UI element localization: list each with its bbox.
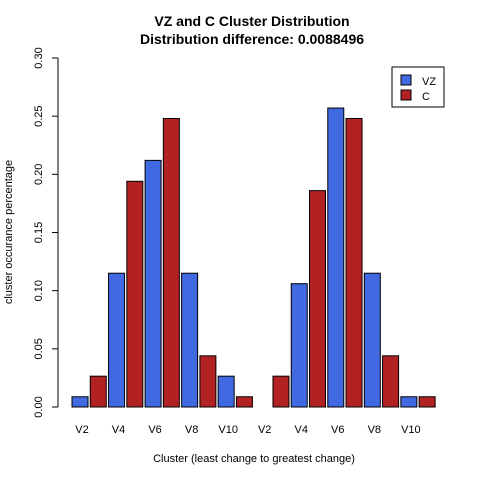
y-tick-label: 0.25 bbox=[33, 105, 45, 126]
legend-swatch-c bbox=[400, 89, 412, 101]
y-tick-label: 0.05 bbox=[33, 338, 45, 359]
y-axis: 0.00 0.05 0.10 0.15 0.20 0.25 0.30 bbox=[33, 47, 59, 418]
bar-vz bbox=[327, 107, 345, 408]
x-tick-label: V6 bbox=[331, 424, 344, 436]
x-tick-label: V10 bbox=[218, 424, 238, 436]
chart-title: VZ and C Cluster Distribution bbox=[154, 13, 349, 29]
x-tick-label: V6 bbox=[148, 424, 161, 436]
chart-subtitle: Distribution difference: 0.0088496 bbox=[140, 31, 364, 47]
y-tick-label: 0.15 bbox=[33, 222, 45, 243]
bar-c bbox=[235, 396, 253, 408]
bar-c bbox=[309, 190, 327, 408]
legend-label-vz: VZ bbox=[422, 76, 436, 88]
bar-vz bbox=[71, 396, 89, 408]
x-tick-label: V8 bbox=[368, 424, 381, 436]
y-tick-label: 0.20 bbox=[33, 164, 45, 185]
x-tick-label: V4 bbox=[112, 424, 125, 436]
bar-c bbox=[272, 375, 290, 408]
x-tick-label: V2 bbox=[258, 424, 271, 436]
x-tick-label: V8 bbox=[185, 424, 198, 436]
bar-vz bbox=[108, 272, 126, 408]
x-axis-label: Cluster (least change to greatest change… bbox=[153, 453, 355, 465]
legend: VZ C bbox=[391, 66, 445, 108]
bar-c bbox=[199, 355, 217, 408]
x-tick-label: V4 bbox=[295, 424, 308, 436]
bar-vz bbox=[400, 396, 418, 408]
y-tick-label: 0.00 bbox=[33, 396, 45, 417]
y-tick-label: 0.10 bbox=[33, 280, 45, 301]
x-tick-label: V2 bbox=[75, 424, 88, 436]
bar-vz bbox=[363, 272, 381, 408]
legend-box bbox=[391, 66, 445, 108]
y-axis-label: cluster occurance percentage bbox=[3, 160, 15, 304]
y-tick-label: 0.30 bbox=[33, 47, 45, 68]
bar-c bbox=[89, 375, 107, 408]
bar-c bbox=[162, 117, 180, 408]
bars-layer bbox=[71, 107, 436, 408]
bar-c bbox=[345, 117, 363, 408]
legend-label-c: C bbox=[422, 91, 430, 103]
x-tick-label: V10 bbox=[401, 424, 421, 436]
bar-c bbox=[382, 355, 400, 408]
bar-vz bbox=[144, 159, 162, 408]
bar-vz bbox=[181, 272, 199, 408]
bar-vz bbox=[217, 375, 235, 408]
x-tick-labels: V2 V4 V6 V8 V10 V2 V4 V6 V8 V10 bbox=[75, 424, 420, 436]
legend-swatch-vz bbox=[400, 74, 412, 86]
bar-vz bbox=[290, 283, 308, 408]
bar-c bbox=[126, 180, 144, 408]
bar-c bbox=[418, 396, 436, 408]
